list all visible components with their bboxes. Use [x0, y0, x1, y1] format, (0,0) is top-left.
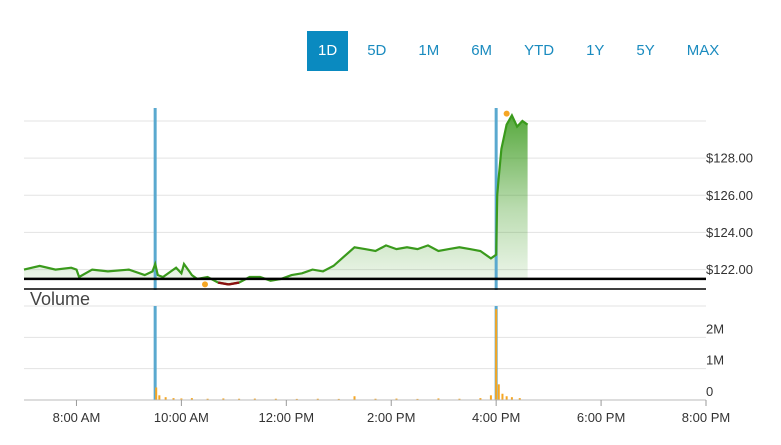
range-tab-1y[interactable]: 1Y — [586, 42, 605, 59]
volume-bar — [253, 398, 256, 400]
price-down-segment — [228, 281, 240, 286]
price-y-tick-label: $124.00 — [706, 225, 753, 240]
range-tab-5y[interactable]: 5Y — [636, 42, 655, 59]
volume-bar — [238, 398, 241, 400]
volume-bar — [510, 397, 513, 400]
volume-bar — [164, 397, 167, 400]
volume-y-tick-label: 2M — [706, 321, 724, 336]
price-highlight-dot — [201, 281, 208, 288]
volume-bar — [222, 398, 225, 400]
volume-bars — [155, 309, 521, 400]
volume-bar — [295, 398, 298, 400]
range-tab-6m[interactable]: 6M — [471, 42, 493, 59]
volume-bar — [206, 398, 209, 400]
volume-bar — [172, 398, 175, 400]
volume-bar — [479, 398, 482, 400]
volume-bar — [190, 398, 193, 400]
x-tick-label: 2:00 PM — [367, 410, 415, 425]
volume-bar — [316, 398, 319, 400]
volume-bar — [337, 398, 340, 400]
x-tick-label: 10:00 AM — [154, 410, 209, 425]
x-tick-label: 12:00 PM — [258, 410, 314, 425]
volume-bar — [518, 398, 521, 400]
range-tab-ytd[interactable]: YTD — [524, 42, 555, 59]
range-tabs: 1D 5D 1M 6M YTD 1Y 5Y MAX — [307, 31, 740, 71]
volume-bar — [353, 396, 356, 400]
volume-y-tick-label: 1M — [706, 353, 724, 368]
x-tick-label: 8:00 PM — [682, 410, 730, 425]
volume-bar — [374, 398, 377, 400]
volume-bar — [505, 396, 508, 400]
volume-y-tick-label: 0 — [706, 384, 713, 399]
price-line — [23, 113, 529, 286]
range-tab-1m[interactable]: 1M — [418, 42, 440, 59]
price-y-axis: $122.00 $124.00 $126.00 $128.00 — [706, 151, 753, 277]
price-gridlines — [24, 120, 706, 271]
price-y-tick-label: $126.00 — [706, 188, 753, 203]
price-down-segment — [217, 281, 229, 286]
volume-bar — [501, 393, 504, 400]
x-tick-label: 4:00 PM — [472, 410, 520, 425]
price-y-tick-label: $128.00 — [706, 151, 753, 166]
volume-bar — [489, 395, 492, 400]
volume-bar — [180, 398, 183, 400]
range-tab-5d[interactable]: 5D — [367, 42, 387, 59]
volume-y-axis: 0 1M 2M — [706, 321, 724, 399]
volume-bar — [274, 398, 277, 400]
price-y-tick-label: $122.00 — [706, 262, 753, 277]
volume-bar — [155, 387, 158, 400]
price-highlight-dot — [503, 110, 510, 117]
x-tick-label: 6:00 PM — [577, 410, 625, 425]
volume-bar — [158, 395, 161, 400]
volume-bar — [416, 398, 419, 400]
volume-bar — [458, 398, 461, 400]
range-tab-1d[interactable]: 1D — [307, 31, 349, 71]
volume-label: Volume — [30, 289, 90, 309]
volume-bar — [437, 398, 440, 400]
volume-bar — [495, 309, 498, 400]
time-x-axis: 8:00 AM 10:00 AM 12:00 PM 2:00 PM 4:00 PM 6:0… — [53, 400, 730, 425]
volume-gridlines — [24, 305, 706, 401]
price-down-segments — [217, 281, 240, 286]
price-highlights — [201, 110, 510, 288]
volume-bar — [497, 384, 500, 400]
x-tick-label: 8:00 AM — [53, 410, 101, 425]
price-area — [24, 115, 528, 285]
volume-bar — [395, 398, 398, 400]
range-tab-max[interactable]: MAX — [686, 42, 720, 59]
